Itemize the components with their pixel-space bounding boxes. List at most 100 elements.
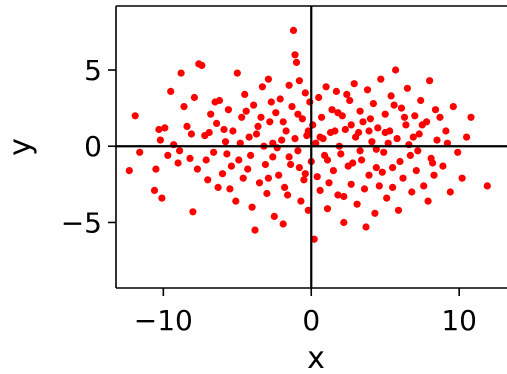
data-point <box>291 51 299 59</box>
data-point <box>250 101 258 109</box>
data-point <box>221 138 230 146</box>
data-point <box>263 189 271 198</box>
data-point <box>446 188 454 196</box>
data-point <box>226 185 234 193</box>
data-point <box>443 139 451 147</box>
data-point <box>375 182 383 190</box>
data-point <box>381 128 389 137</box>
data-point <box>346 96 354 105</box>
points-layer <box>125 26 491 243</box>
data-point <box>406 151 414 159</box>
x-tick-label: −10 <box>134 304 193 337</box>
data-point <box>186 154 194 162</box>
data-point <box>190 93 198 102</box>
data-point <box>279 220 287 228</box>
data-point <box>287 160 295 169</box>
data-point <box>176 147 184 155</box>
y-tick-label: 5 <box>84 54 102 87</box>
data-point <box>156 136 164 144</box>
data-point <box>332 87 340 95</box>
data-point <box>374 124 382 132</box>
y-tick-label: −5 <box>61 206 102 239</box>
data-point <box>236 139 244 147</box>
data-point <box>291 135 299 143</box>
data-point <box>356 147 364 155</box>
data-point <box>365 127 373 135</box>
data-point <box>365 171 373 179</box>
data-point <box>276 95 284 103</box>
data-point <box>207 110 215 118</box>
data-point <box>304 206 312 214</box>
data-point <box>424 197 432 205</box>
data-point <box>409 133 417 141</box>
data-point <box>381 110 389 118</box>
data-point <box>174 159 182 167</box>
data-point <box>316 133 324 141</box>
data-point <box>233 69 241 77</box>
data-point <box>454 148 462 156</box>
data-point <box>415 130 423 138</box>
data-point <box>254 122 262 130</box>
data-point <box>463 133 471 141</box>
data-point <box>325 179 333 187</box>
data-point <box>418 121 426 129</box>
data-point <box>323 156 332 164</box>
data-point <box>258 83 266 91</box>
data-point <box>180 103 188 111</box>
data-point <box>218 170 227 178</box>
data-point <box>281 183 289 191</box>
data-point <box>313 173 321 181</box>
data-point <box>384 139 392 147</box>
data-point <box>318 113 326 121</box>
data-point <box>289 26 298 34</box>
data-point <box>310 235 318 243</box>
data-point <box>220 125 228 134</box>
data-point <box>183 122 191 130</box>
data-point <box>278 136 286 144</box>
data-point <box>392 66 400 74</box>
data-point <box>417 96 425 105</box>
data-point <box>193 165 201 173</box>
data-point <box>431 106 440 114</box>
data-point <box>411 112 419 120</box>
data-point <box>372 145 380 153</box>
data-point <box>211 98 219 106</box>
data-point <box>242 107 250 115</box>
data-point <box>426 77 434 85</box>
data-point <box>331 127 339 135</box>
data-point <box>402 121 410 129</box>
data-point <box>433 136 441 144</box>
data-point <box>449 103 457 111</box>
data-point <box>315 93 323 102</box>
data-point <box>239 174 247 182</box>
data-point <box>266 118 274 126</box>
data-point <box>420 182 428 190</box>
data-point <box>349 159 357 167</box>
x-tick-label: 0 <box>302 304 320 337</box>
data-point <box>429 159 437 167</box>
data-point <box>483 182 491 190</box>
data-point <box>322 83 330 91</box>
data-point <box>294 147 302 155</box>
data-point <box>378 168 386 176</box>
data-point <box>264 174 272 182</box>
data-point <box>363 86 372 94</box>
data-point <box>304 127 312 135</box>
data-point <box>267 98 275 106</box>
data-point <box>284 191 292 199</box>
data-point <box>252 130 261 138</box>
data-point <box>251 226 259 234</box>
data-point <box>300 176 308 184</box>
data-point <box>232 197 240 205</box>
data-point <box>400 113 409 121</box>
data-point <box>187 130 195 138</box>
y-axis-ticks: −5 0 5 <box>61 54 116 239</box>
data-point <box>360 185 369 193</box>
data-point <box>275 171 283 179</box>
data-point <box>248 203 256 211</box>
data-point <box>261 160 269 169</box>
data-point <box>408 188 416 196</box>
data-point <box>205 128 213 137</box>
data-point <box>403 84 411 92</box>
x-tick-label: 10 <box>441 304 477 337</box>
